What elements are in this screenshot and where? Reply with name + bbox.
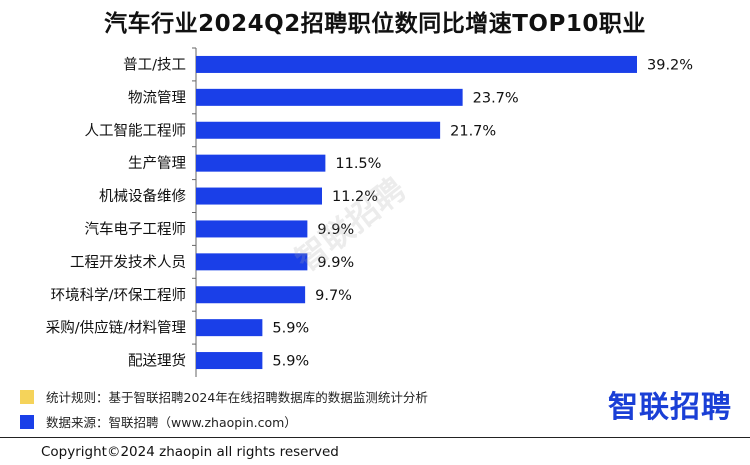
bar — [196, 187, 322, 205]
data-label: 21.7% — [450, 123, 496, 139]
rule-legend-swatch — [20, 389, 34, 404]
category-label: 汽车电子工程师 — [85, 221, 187, 238]
source-legend-swatch — [20, 414, 34, 429]
bar — [196, 319, 263, 337]
data-label: 9.7% — [315, 288, 352, 304]
data-label: 11.2% — [332, 189, 378, 205]
category-label: 生产管理 — [128, 155, 186, 172]
footer-source: 数据来源：智联招聘（www.zhaopin.com） — [20, 412, 297, 431]
source-text: 数据来源：智联招聘（www.zhaopin.com） — [46, 415, 297, 430]
category-label: 采购/供应链/材料管理 — [46, 319, 187, 337]
data-label: 9.9% — [317, 222, 354, 238]
bar — [196, 154, 326, 172]
chart-title: 汽车行业2024Q2招聘职位数同比增速TOP10职业 — [104, 11, 646, 37]
bar-chart: 普工/技工 39.2% 物流管理 23.7% 人工智能工程师 21.7% 生产管理 11.5%… — [46, 47, 693, 377]
category-label: 环境科学/环保工程师 — [51, 286, 186, 304]
category-label: 机械设备维修 — [99, 188, 186, 205]
footer-divider — [0, 437, 750, 438]
footer-rule: 统计规则：基于智联招聘2024年在线招聘数据库的数据监测统计分析 — [20, 387, 428, 406]
rule-text: 统计规则：基于智联招聘2024年在线招聘数据库的数据监测统计分析 — [46, 390, 428, 405]
data-label: 39.2% — [647, 57, 693, 73]
category-label: 物流管理 — [128, 89, 186, 106]
bar — [196, 55, 637, 73]
data-label: 5.9% — [272, 321, 309, 337]
zhaopin-logo: 智联招聘 — [608, 390, 732, 425]
data-label: 9.9% — [317, 255, 354, 271]
bar — [196, 286, 306, 304]
bar — [196, 220, 308, 238]
bar — [196, 352, 263, 370]
bar — [196, 88, 463, 106]
category-label: 配送理货 — [128, 353, 186, 370]
copyright: Copyright©2024 zhaopin all rights reserv… — [41, 444, 339, 460]
data-label: 23.7% — [473, 90, 519, 106]
category-label: 工程开发技术人员 — [70, 254, 186, 271]
category-label: 人工智能工程师 — [85, 122, 187, 139]
bar — [196, 253, 308, 271]
bar — [196, 121, 441, 139]
data-label: 5.9% — [272, 354, 309, 370]
category-label: 普工/技工 — [123, 56, 186, 73]
data-label: 11.5% — [335, 156, 381, 172]
